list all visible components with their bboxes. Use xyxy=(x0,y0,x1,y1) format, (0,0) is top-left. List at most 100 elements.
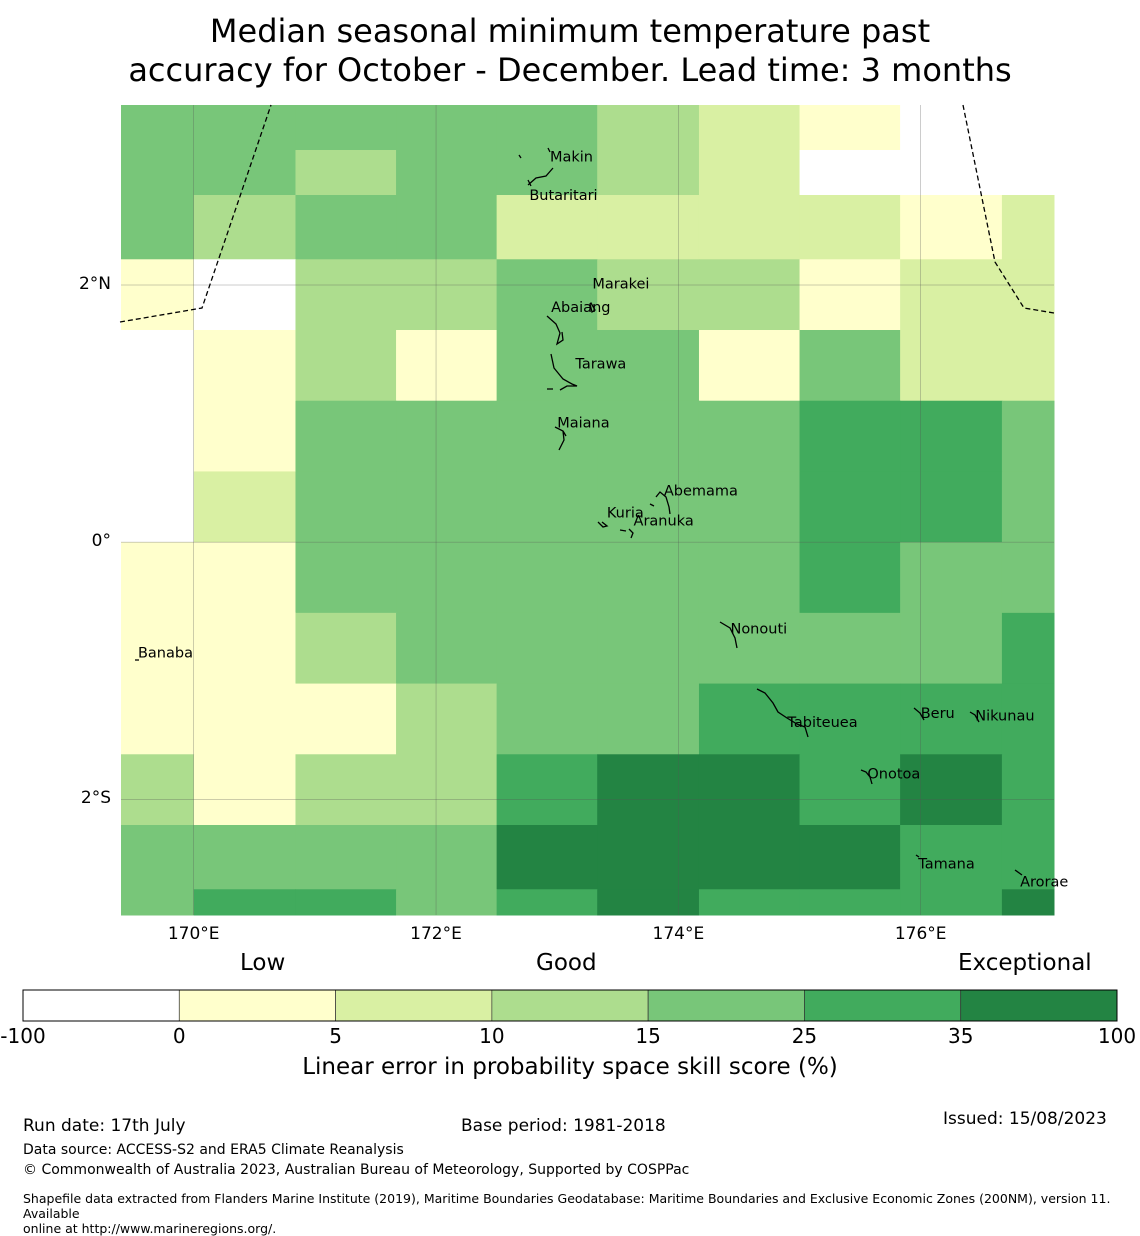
lon-tick-label: 172°E xyxy=(410,924,462,944)
grid-cell xyxy=(1001,195,1055,260)
grid-cell xyxy=(193,754,296,826)
grid-cell xyxy=(698,825,801,890)
grid-cell xyxy=(900,400,1003,472)
map-title-line-2: accuracy for October - December. Lead ti… xyxy=(128,51,1012,89)
island-tarawa xyxy=(547,353,578,391)
grid-cell xyxy=(121,889,195,916)
grid-cell xyxy=(496,683,598,755)
island-nikunau xyxy=(969,711,980,723)
grid-cell xyxy=(698,400,801,472)
island-nonouti xyxy=(719,621,738,649)
grid-cell xyxy=(1001,330,1055,402)
place-label: Beru xyxy=(921,706,955,722)
grid-cell xyxy=(900,471,1003,543)
place-label: Abaiang xyxy=(551,300,610,316)
place-labels: Makin Butaritari Marakei Abaiang Tarawa Maian… xyxy=(138,149,1068,890)
grid-cell xyxy=(396,330,498,402)
grid-cell xyxy=(121,471,195,543)
grid-cell xyxy=(121,105,195,151)
place-label: Tarawa xyxy=(574,356,626,372)
place-label: Abemama xyxy=(664,484,738,500)
grid-cell xyxy=(597,259,700,331)
shapefile-credit-line-2: online at http://www.marineregions.org/. xyxy=(23,1221,277,1236)
grid-cell xyxy=(295,612,397,685)
place-label: Banaba xyxy=(138,646,193,662)
grid-cell xyxy=(698,195,801,260)
grid-cell xyxy=(597,471,700,543)
grid-cell xyxy=(193,825,296,890)
grid-cell xyxy=(396,825,498,890)
grid-cell xyxy=(496,471,598,543)
grid-cell xyxy=(900,105,1003,151)
colorbar-low-label: Low xyxy=(240,950,286,976)
place-label: Onotoa xyxy=(867,767,920,783)
place-label: Tamana xyxy=(917,857,974,873)
grid-cell xyxy=(193,105,296,151)
grid-cell xyxy=(193,330,296,402)
grid-cell xyxy=(799,612,901,685)
grid-cell xyxy=(900,542,1003,614)
grid-cell xyxy=(396,471,498,543)
place-label: Tabiteuea xyxy=(786,715,857,731)
place-label: Makin xyxy=(550,149,593,165)
grid-cell xyxy=(121,400,195,472)
place-label: Nonouti xyxy=(730,621,787,637)
grid-cell xyxy=(1001,400,1055,472)
eez-boundaries xyxy=(119,104,1055,323)
grid-cell xyxy=(396,105,498,151)
colorbar-tick-label: 100 xyxy=(1097,1024,1137,1048)
island-maiana xyxy=(554,426,567,451)
colorbar-title: Linear error in probability space skill … xyxy=(302,1054,838,1080)
colorbar-tick-label: -100 xyxy=(0,1024,46,1048)
island-abemama xyxy=(649,491,671,515)
grid-cell xyxy=(396,259,498,331)
grid-cell xyxy=(900,195,1003,260)
colorbar-frame xyxy=(22,989,1118,1022)
grid-cell xyxy=(496,825,598,890)
grid-cell xyxy=(1001,542,1055,614)
graticule xyxy=(121,105,1054,915)
grid-cell xyxy=(295,683,397,755)
grid-cell xyxy=(396,754,498,826)
lat-tick-label: 0° xyxy=(91,531,111,552)
issued-date: Issued: 15/08/2023 xyxy=(943,1109,1107,1129)
grid-cell xyxy=(1001,471,1055,543)
grid-cell xyxy=(193,612,296,685)
grid-cell xyxy=(295,471,397,543)
grid-cell xyxy=(597,889,700,916)
grid-cell xyxy=(1001,259,1055,331)
lat-tick-label: 2°N xyxy=(78,274,111,294)
grid-cell xyxy=(496,400,598,472)
colorbar-segment xyxy=(491,989,649,1022)
grid-cell xyxy=(900,754,1003,826)
island-makin xyxy=(518,147,551,159)
grid-cell xyxy=(496,150,598,196)
data-source: Data source: ACCESS-S2 and ERA5 Climate … xyxy=(23,1142,404,1158)
grid-cell xyxy=(295,400,397,472)
grid-cell xyxy=(193,889,296,916)
grid-cell xyxy=(799,400,901,472)
grid-cell xyxy=(698,259,801,331)
grid-cell xyxy=(496,259,598,331)
grid-cell xyxy=(496,889,598,916)
grid-cell xyxy=(121,259,195,331)
grid-cell xyxy=(597,150,700,196)
colorbar-good-label: Good xyxy=(536,950,597,976)
grid-cell xyxy=(698,105,801,151)
colorbar-segment xyxy=(647,989,805,1022)
grid-cell xyxy=(1001,612,1055,685)
place-label: Butaritari xyxy=(529,188,597,204)
grid-cell xyxy=(396,195,498,260)
grid-cell xyxy=(193,259,296,331)
grid-cell xyxy=(396,400,498,472)
place-label: Nikunau xyxy=(975,709,1034,725)
grid-cell xyxy=(295,150,397,196)
colorbar-tick-label: 15 xyxy=(635,1024,661,1048)
grid-cell xyxy=(597,400,700,472)
grid-cell xyxy=(396,150,498,196)
grid-cell xyxy=(193,150,296,196)
island-kuria xyxy=(597,521,609,528)
grid-cell xyxy=(295,330,397,402)
grid-cell xyxy=(496,542,598,614)
grid-cell xyxy=(698,683,801,755)
